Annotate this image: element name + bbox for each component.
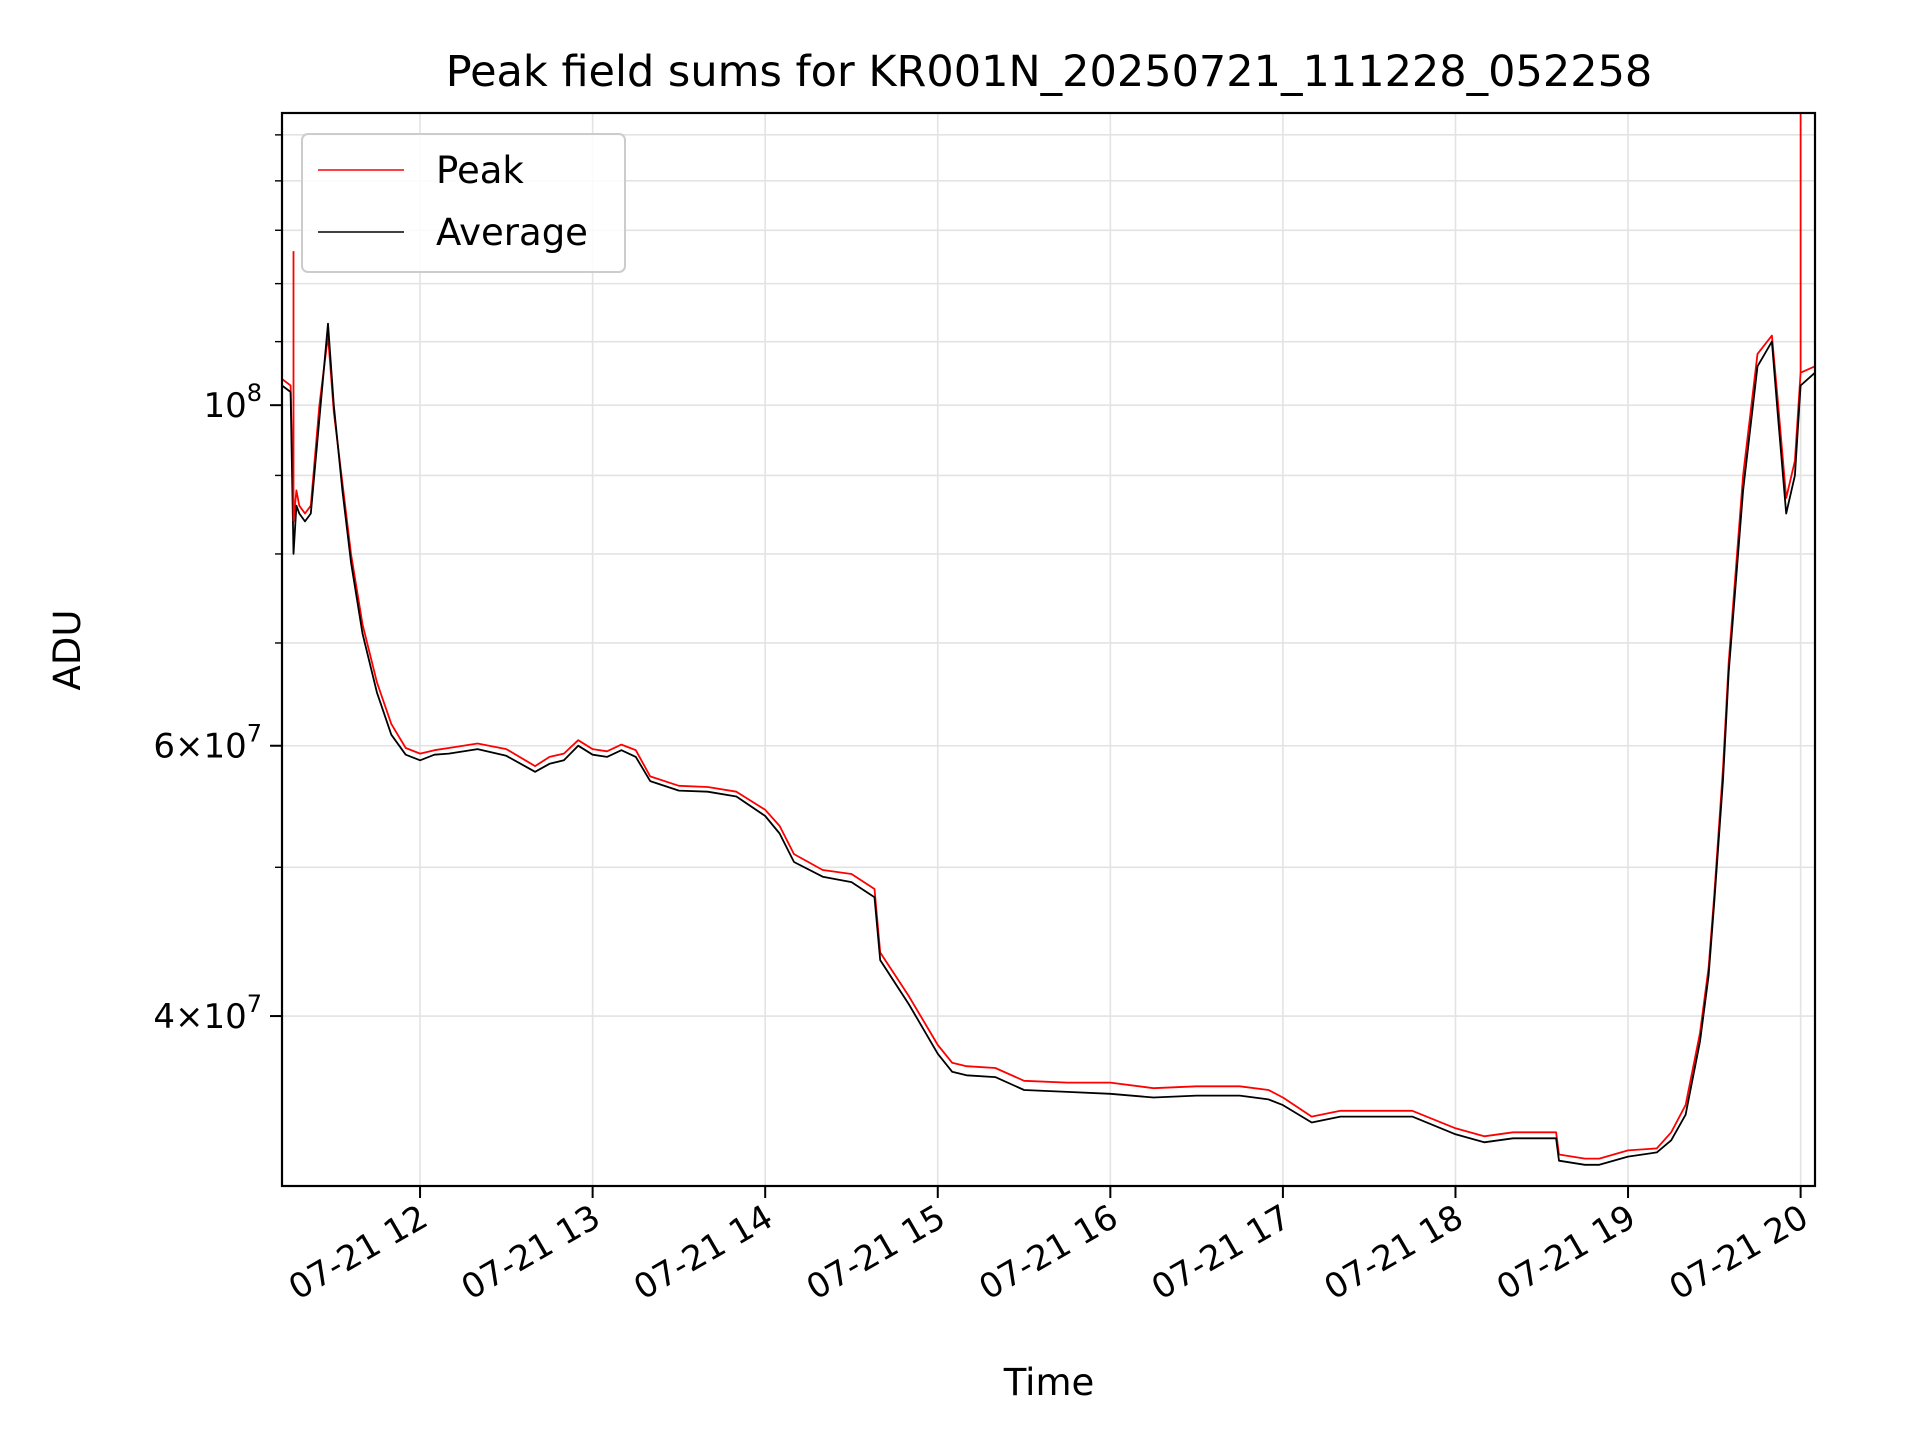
legend-label-peak: Peak	[436, 149, 524, 192]
series	[281, 113, 1816, 1166]
y-axis-label: ADU	[46, 610, 89, 691]
chart-title: Peak field sums for KR001N_20250721_1112…	[446, 47, 1653, 97]
plot-frame	[280, 111, 1817, 1188]
x-axis-label: Time	[1003, 1361, 1095, 1404]
legend-box	[301, 133, 626, 273]
y-tick-label: 4×107	[153, 990, 262, 1037]
y-tick-label: 108	[203, 379, 262, 426]
y-tick-label: 6×107	[153, 720, 262, 767]
y-axis-ticks: 108 6×107 4×107	[153, 134, 282, 1037]
legend-label-average: Average	[436, 211, 588, 254]
legend: Peak Average	[301, 133, 626, 273]
series-line-peak	[281, 334, 1816, 1160]
series-line-average	[281, 322, 1816, 1166]
